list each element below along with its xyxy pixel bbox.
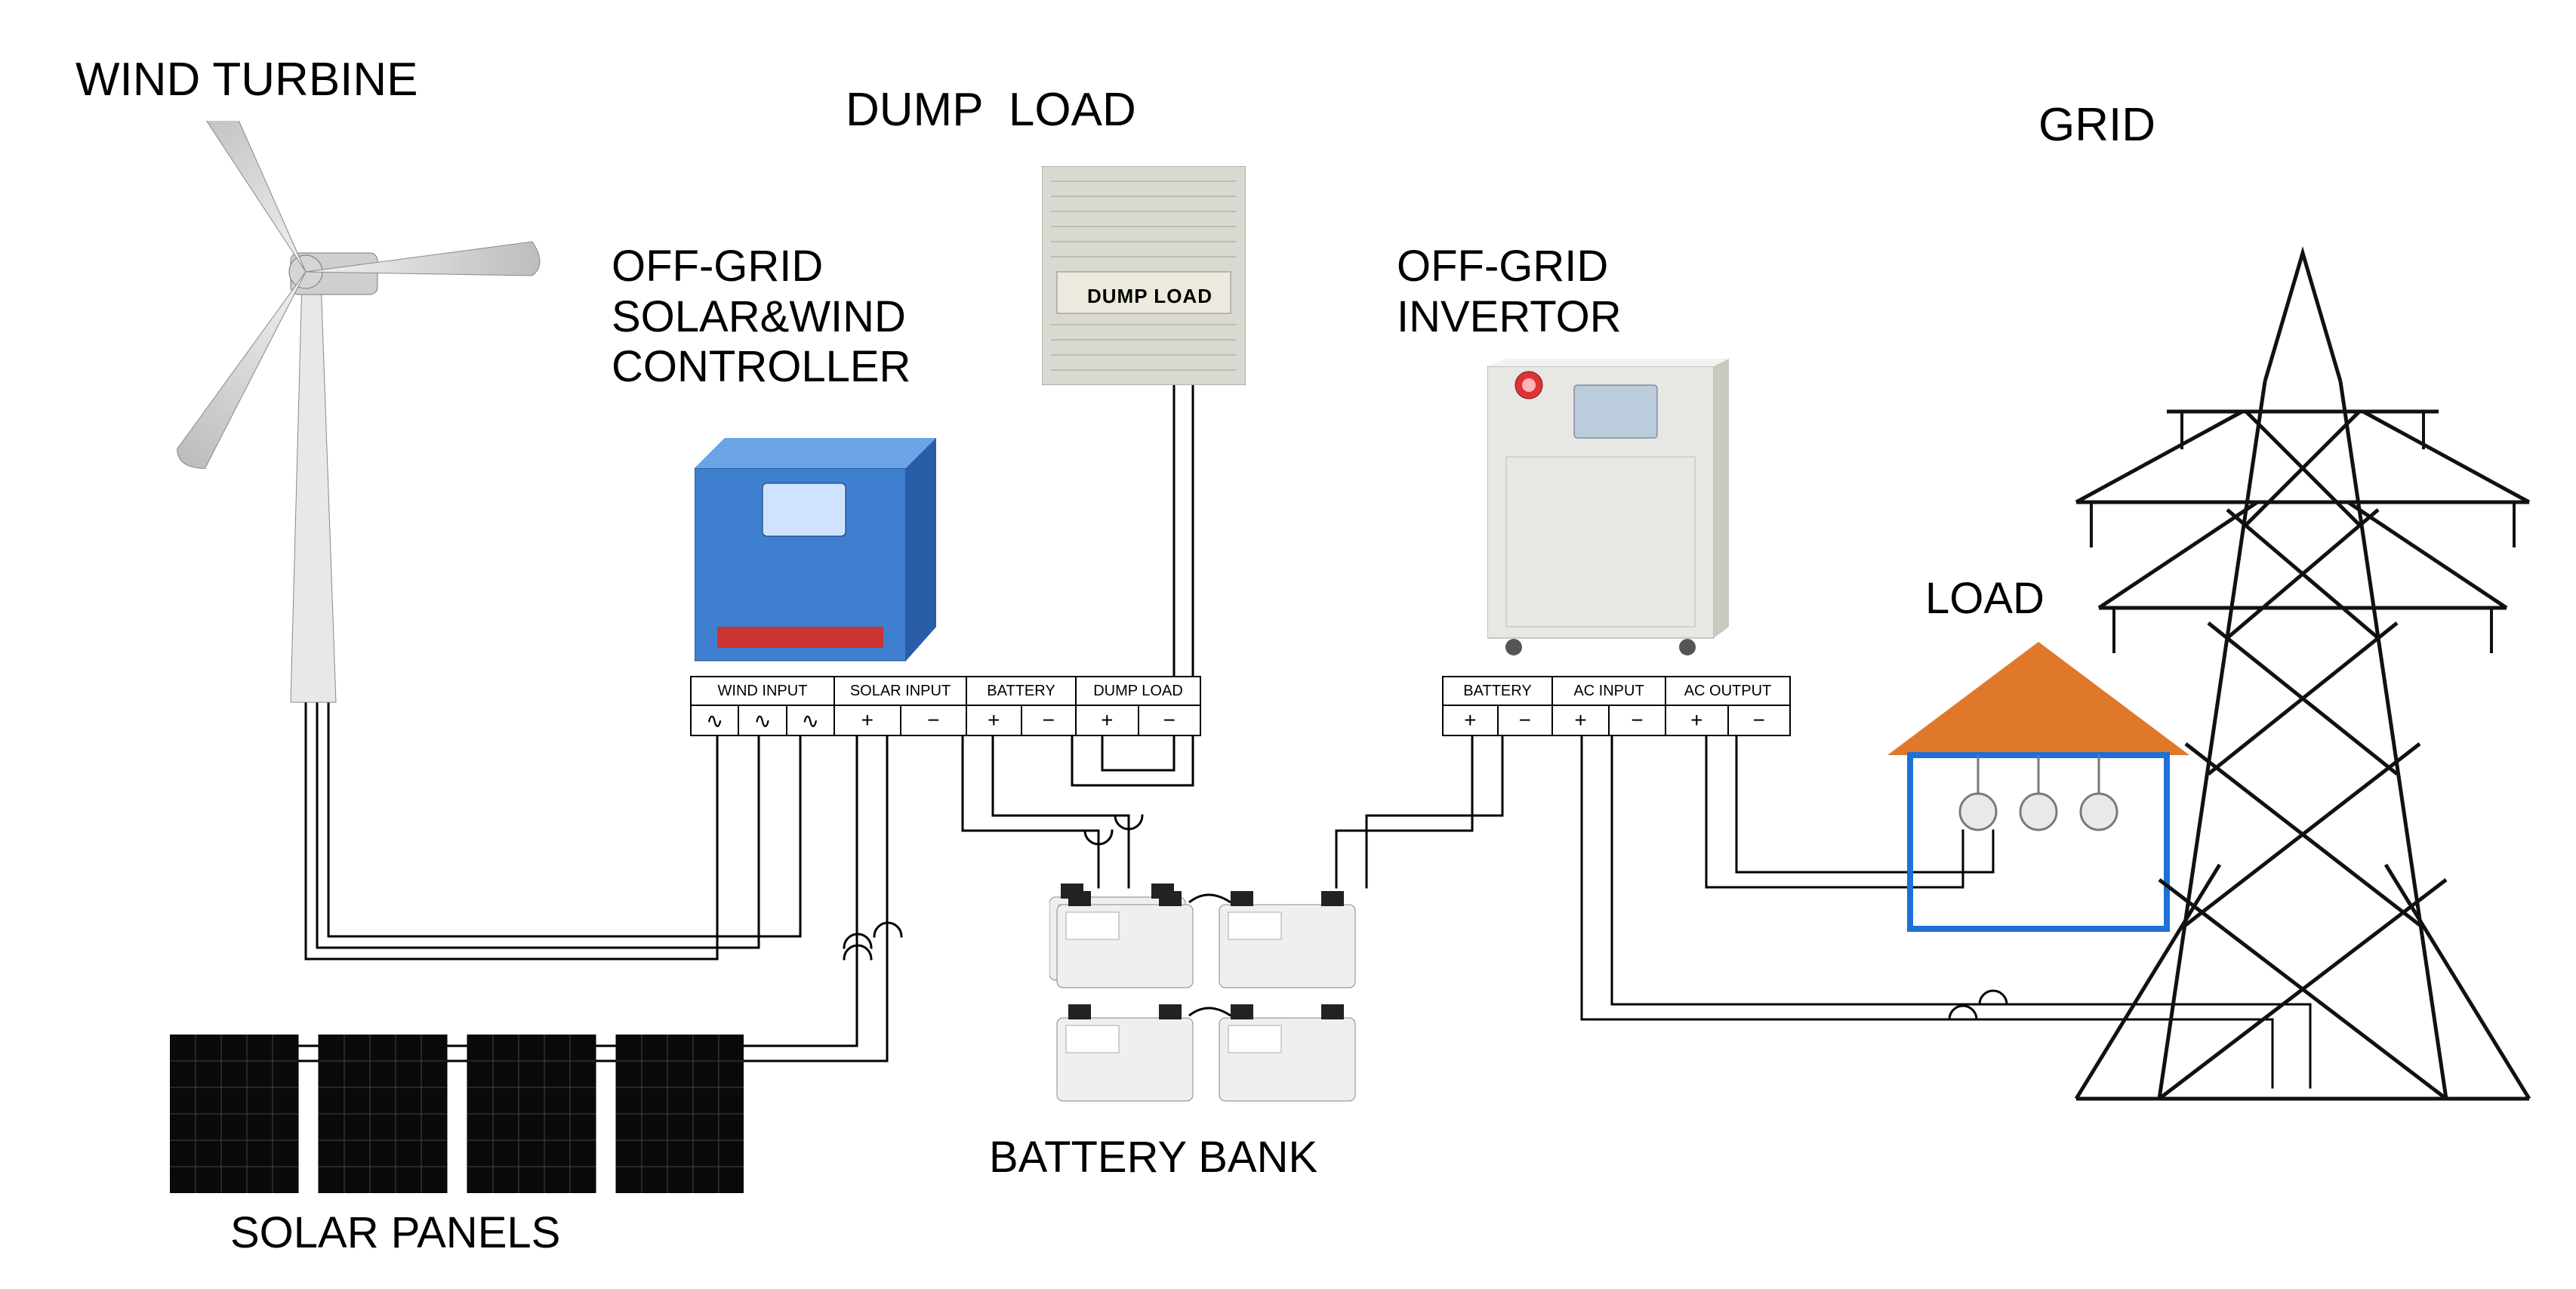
- label-load: LOAD: [1925, 574, 2044, 624]
- invertor-icon: [1487, 359, 1729, 657]
- term-header: AC INPUT: [1552, 677, 1665, 705]
- controller-icon: [695, 438, 936, 665]
- label-wind-turbine: WIND TURBINE: [75, 53, 418, 106]
- label-controller: OFF-GRID SOLAR&WIND CONTROLLER: [612, 242, 911, 393]
- battery-bank-icon: [1049, 883, 1367, 1110]
- solar-panels: [170, 1035, 744, 1193]
- dump-load-icon: [1042, 166, 1246, 385]
- term-header: BATTERY: [1443, 677, 1552, 705]
- term-header: WIND INPUT: [691, 677, 834, 705]
- term-header: DUMP LOAD: [1076, 677, 1200, 705]
- label-grid: GRID: [2038, 98, 2155, 152]
- label-solar-panels: SOLAR PANELS: [230, 1208, 560, 1259]
- term-header: BATTERY: [966, 677, 1076, 705]
- wind-turbine-icon: [64, 121, 547, 710]
- grid-tower-icon: [2031, 185, 2574, 1114]
- label-invertor: OFF-GRID INVERTOR: [1397, 242, 1622, 342]
- dump-load-box-text: DUMP LOAD: [1087, 285, 1213, 308]
- label-battery-bank: BATTERY BANK: [989, 1133, 1317, 1183]
- term-header: SOLAR INPUT: [834, 677, 966, 705]
- invertor-terminals: BATTERY AC INPUT AC OUTPUT + − + − + −: [1442, 676, 1791, 736]
- label-dump-load: DUMP LOAD: [846, 83, 1136, 137]
- diagram-stage: WIND INPUT SOLAR INPUT BATTERY DUMP LOAD…: [0, 0, 2576, 1289]
- term-header: AC OUTPUT: [1665, 677, 1790, 705]
- controller-terminals: WIND INPUT SOLAR INPUT BATTERY DUMP LOAD…: [690, 676, 1201, 736]
